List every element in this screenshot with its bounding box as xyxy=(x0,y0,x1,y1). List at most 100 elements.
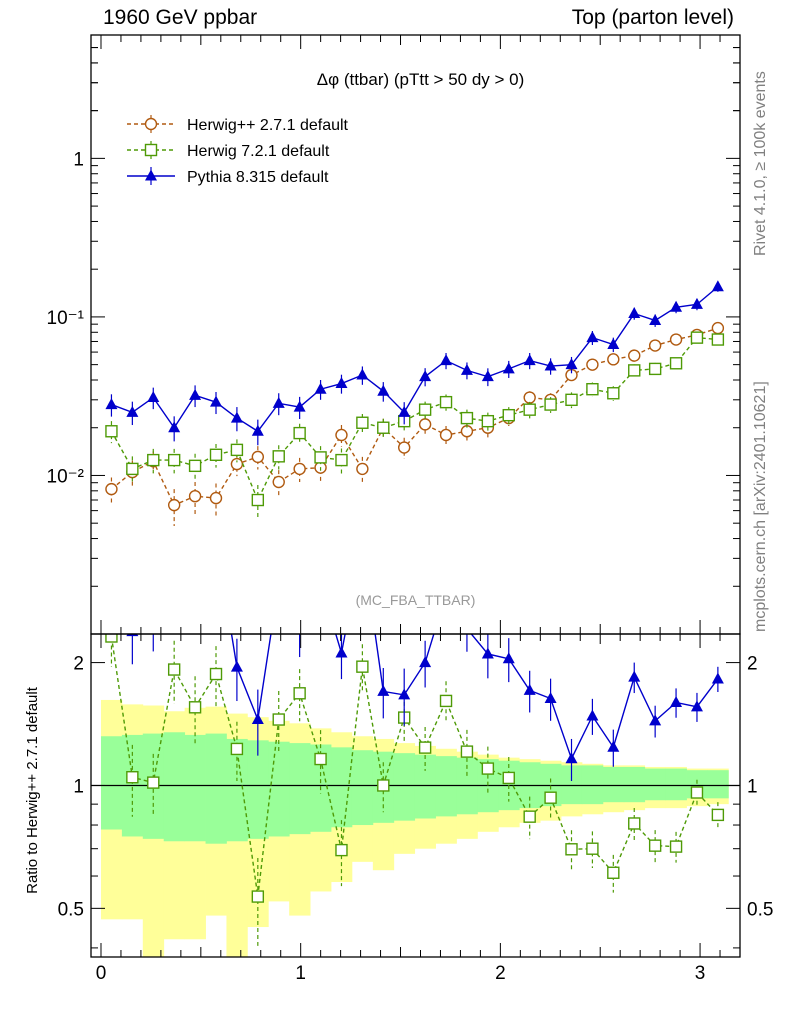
band-stat-bin xyxy=(268,741,290,837)
ratio-point xyxy=(502,771,515,785)
ratio-point xyxy=(670,695,683,707)
ratio-herwig-7-2-1-default xyxy=(105,634,725,946)
chart-title: Δφ (ttbar) (pTtt > 50 dy > 0) xyxy=(317,70,525,89)
legend-label: Herwig 7.2.1 default xyxy=(187,143,330,160)
data-point xyxy=(586,358,599,371)
ratio-y-tick-label-right: 2 xyxy=(747,654,758,675)
band-stat-bin xyxy=(184,734,206,842)
ratio-point xyxy=(210,532,222,543)
mcplots-label: mcplots.cern.ch [arXiv:2401.10621] xyxy=(752,381,769,632)
ratio-point xyxy=(502,652,515,664)
series-herwig-7-2-1-default xyxy=(105,331,725,520)
series-line xyxy=(111,327,719,507)
ratio-point xyxy=(188,701,202,714)
ratio-y-tick-label: 2 xyxy=(73,654,84,675)
band-stat-bin xyxy=(205,733,227,844)
ratio-point xyxy=(167,663,181,676)
ratio-point xyxy=(481,762,495,775)
series-line xyxy=(110,336,718,502)
ratio-point xyxy=(377,684,390,696)
ratio-point xyxy=(126,771,139,784)
data-point xyxy=(272,475,285,489)
data-point xyxy=(210,395,223,407)
ratio-point xyxy=(147,776,160,789)
data-point xyxy=(669,333,683,346)
ratio-point xyxy=(418,741,432,754)
x-tick-label: 2 xyxy=(495,963,506,984)
data-point xyxy=(230,443,244,457)
header-left: 1960 GeV ppbar xyxy=(103,6,258,29)
ratio-point xyxy=(335,843,348,857)
band-stat-bin xyxy=(623,766,646,803)
data-point xyxy=(293,426,306,440)
data-point xyxy=(502,362,515,374)
data-point xyxy=(293,462,306,476)
ratio-point xyxy=(565,843,578,856)
ratio-point xyxy=(189,519,201,530)
data-point xyxy=(356,368,369,380)
data-point xyxy=(105,425,118,438)
legend-marker xyxy=(144,117,158,131)
band-stat-bin xyxy=(707,770,729,799)
data-point xyxy=(168,421,181,433)
data-point xyxy=(251,493,265,507)
ratio-y-axis-label: Ratio to Herwig++ 2.7.1 default xyxy=(24,686,41,894)
ratio-point xyxy=(586,842,599,855)
data-point xyxy=(293,400,306,412)
data-point xyxy=(398,405,411,417)
data-point xyxy=(105,482,118,496)
ratio-point xyxy=(230,742,244,756)
data-point xyxy=(209,448,223,461)
data-point xyxy=(167,498,181,512)
legend-label: Pythia 8.315 default xyxy=(187,169,329,186)
data-point xyxy=(523,403,536,416)
data-point xyxy=(377,421,390,434)
chart-axes xyxy=(91,34,741,957)
band-stat-bin xyxy=(581,765,604,805)
ratio-point xyxy=(649,714,662,726)
data-point xyxy=(251,424,264,436)
band-stat-bin xyxy=(351,750,374,826)
ratio-point xyxy=(544,791,557,804)
ratio-point xyxy=(607,866,620,879)
main-y-tick-label: 10⁻¹ xyxy=(47,308,85,329)
data-point xyxy=(460,363,473,375)
data-point xyxy=(502,408,515,422)
data-point xyxy=(523,391,536,404)
data-point xyxy=(314,382,327,394)
main-y-tick-label: 10⁻² xyxy=(47,466,85,487)
data-point xyxy=(397,441,411,454)
ratio-point xyxy=(586,709,599,721)
band-stat-bin xyxy=(247,740,269,839)
data-point xyxy=(607,353,620,366)
data-point xyxy=(126,405,139,417)
ratio-line xyxy=(230,634,719,761)
data-point xyxy=(167,453,181,467)
ratio-point xyxy=(711,808,725,822)
ratio-point xyxy=(439,694,453,708)
x-tick-label: 0 xyxy=(96,963,107,984)
ratio-frame xyxy=(90,633,741,958)
data-point xyxy=(628,307,641,319)
ratio-point xyxy=(273,577,285,588)
ratio-point xyxy=(209,667,223,681)
rivet-label: Rivet 4.1.0, ≥ 100k events xyxy=(752,71,769,256)
data-point xyxy=(670,300,683,312)
ratio-y-tick-label-right: 0.5 xyxy=(747,899,773,920)
legend-marker xyxy=(145,169,157,181)
data-point xyxy=(628,349,641,362)
ratio-point xyxy=(147,615,159,626)
ratio-point xyxy=(230,660,243,672)
data-point xyxy=(628,364,641,377)
data-point xyxy=(335,377,348,389)
data-point xyxy=(607,337,620,349)
data-point xyxy=(314,451,327,464)
ratio-point xyxy=(523,810,536,823)
band-stat-bin xyxy=(644,768,666,801)
data-point xyxy=(648,339,662,352)
ratio-point xyxy=(461,622,473,633)
data-point xyxy=(209,491,223,505)
ratio-point xyxy=(460,745,474,758)
data-point xyxy=(565,393,578,407)
